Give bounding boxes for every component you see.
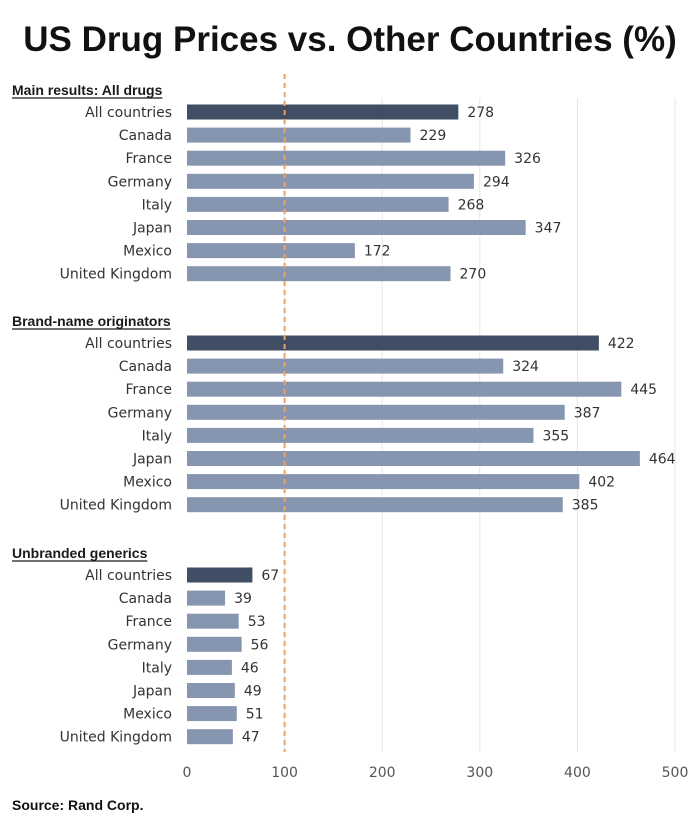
bar xyxy=(187,729,233,745)
data-label: 402 xyxy=(588,475,615,491)
category-label: Japan xyxy=(132,684,172,700)
category-label: Canada xyxy=(119,128,172,144)
category-label: Germany xyxy=(108,405,172,421)
category-label: United Kingdom xyxy=(60,498,172,514)
category-label: Italy xyxy=(142,660,172,676)
category-label: All countries xyxy=(85,336,172,352)
chart-title: US Drug Prices vs. Other Countries (%) xyxy=(23,20,676,59)
data-label: 464 xyxy=(649,452,676,468)
data-label: 46 xyxy=(241,660,259,676)
category-label: All countries xyxy=(85,105,172,121)
bar xyxy=(187,474,580,490)
data-label: 385 xyxy=(572,498,599,514)
bar xyxy=(187,243,355,259)
bar xyxy=(187,636,242,652)
data-label: 445 xyxy=(630,382,657,398)
bar xyxy=(187,590,226,606)
gridlines xyxy=(284,98,676,752)
bar xyxy=(187,451,640,466)
data-label: 347 xyxy=(535,221,562,237)
category-label: Canada xyxy=(119,359,172,375)
category-label: Canada xyxy=(119,591,172,607)
x-tick-label: 500 xyxy=(662,765,689,781)
category-label: Italy xyxy=(142,197,172,213)
bar xyxy=(187,706,237,722)
bar xyxy=(187,683,235,698)
category-label: France xyxy=(125,151,172,167)
data-label: 422 xyxy=(608,336,635,352)
bar xyxy=(187,427,534,443)
x-tick-label: 100 xyxy=(271,765,298,781)
data-label: 326 xyxy=(514,151,541,167)
data-label: 324 xyxy=(512,359,539,375)
category-label: Mexico xyxy=(123,475,172,491)
data-label: 294 xyxy=(483,174,510,190)
data-label: 53 xyxy=(248,614,266,630)
bar xyxy=(187,104,459,120)
category-label: Italy xyxy=(142,428,172,444)
bar xyxy=(187,497,563,513)
data-label: 229 xyxy=(420,128,447,144)
x-tick-label: 300 xyxy=(466,765,493,781)
data-label: 270 xyxy=(460,267,487,283)
category-label: Germany xyxy=(108,174,172,190)
bar xyxy=(187,196,449,212)
data-label: 387 xyxy=(574,405,601,421)
bar xyxy=(187,173,474,189)
x-tick-label: 200 xyxy=(369,765,396,781)
data-label: 355 xyxy=(542,428,569,444)
data-label: 172 xyxy=(364,244,391,260)
labels: Main results: All drugs All countries 278 C… xyxy=(12,82,676,746)
bars xyxy=(187,104,640,745)
bar xyxy=(187,220,526,235)
data-label: 67 xyxy=(261,568,279,584)
data-label: 47 xyxy=(242,730,260,746)
bar xyxy=(187,404,565,420)
data-label: 51 xyxy=(246,707,264,723)
category-label: Japan xyxy=(132,221,172,237)
x-tick-label: 400 xyxy=(564,765,591,781)
group-label: Brand-name originators xyxy=(12,313,171,329)
x-tick-label: 0 xyxy=(183,765,192,781)
category-label: United Kingdom xyxy=(60,267,172,283)
source-note: Source: Rand Corp. xyxy=(12,797,143,813)
bar xyxy=(187,127,411,143)
bar xyxy=(187,358,504,374)
data-label: 49 xyxy=(244,684,262,700)
category-label: United Kingdom xyxy=(60,730,172,746)
bar xyxy=(187,335,599,351)
bar xyxy=(187,381,622,397)
data-label: 278 xyxy=(467,105,494,121)
bar xyxy=(187,659,232,675)
category-label: France xyxy=(125,382,172,398)
category-label: Mexico xyxy=(123,244,172,260)
bar xyxy=(187,266,451,282)
category-label: Germany xyxy=(108,637,172,653)
bar xyxy=(187,150,506,166)
bar xyxy=(187,613,239,629)
bar xyxy=(187,567,253,583)
group-label: Unbranded generics xyxy=(12,545,148,561)
data-label: 56 xyxy=(251,637,269,653)
x-axis: 0 100 200 300 400 500 xyxy=(183,765,689,781)
category-label: Mexico xyxy=(123,707,172,723)
category-label: France xyxy=(125,614,172,630)
data-label: 39 xyxy=(234,591,252,607)
data-label: 268 xyxy=(458,197,485,213)
category-label: Japan xyxy=(132,452,172,468)
category-label: All countries xyxy=(85,568,172,584)
group-label: Main results: All drugs xyxy=(12,82,163,98)
